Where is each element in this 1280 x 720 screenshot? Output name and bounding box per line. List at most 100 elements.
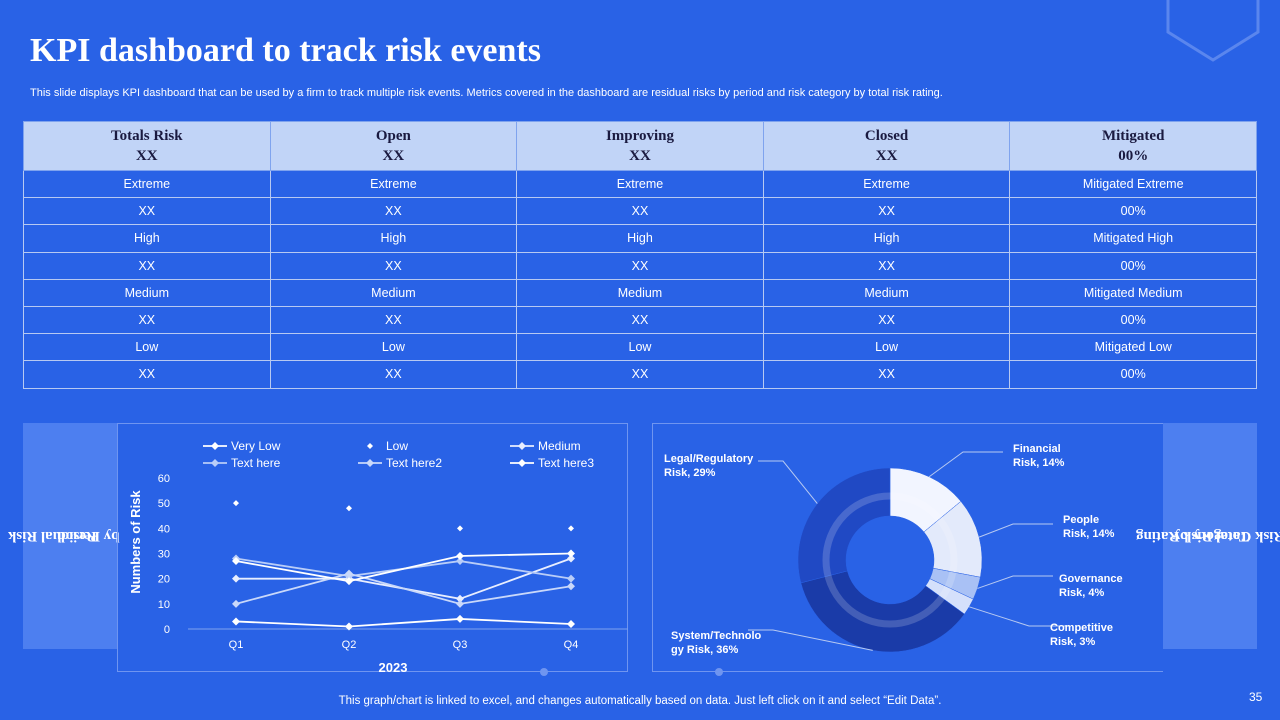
legend-label: Low — [386, 439, 408, 453]
data-point — [456, 594, 464, 603]
data-point — [568, 525, 574, 532]
footer-note: This graph/chart is linked to excel, and… — [338, 695, 942, 707]
data-point — [457, 525, 463, 532]
data-point — [456, 599, 464, 608]
donut-chart: Financial Risk, 14% People Risk, 14% Governa… — [664, 443, 1123, 656]
table-cell: Low — [269, 333, 518, 362]
series-line — [235, 618, 572, 628]
data-point — [233, 500, 239, 507]
table-row: XX XX XX XX 00% — [23, 360, 1257, 389]
table-cell: Low — [516, 333, 764, 362]
table-cell: XX — [516, 305, 764, 335]
data-point — [232, 574, 240, 583]
x-tick-label: Q1 — [229, 639, 244, 651]
y-axis-title: Numbers of Risk — [128, 490, 143, 594]
legend-marker — [518, 442, 526, 450]
y-tick-label: 30 — [158, 549, 170, 561]
data-point — [567, 574, 575, 583]
data-point — [567, 619, 575, 628]
page-subtitle: This slide displays KPI dashboard that c… — [30, 87, 943, 99]
table-cell: Medium — [762, 278, 1011, 307]
leader-line — [748, 629, 873, 651]
line-chart: 0 10 20 30 40 50 60 Q1 Q2 Q3 Q4 2023 Numbers of Risk… — [128, 439, 628, 675]
data-point — [345, 577, 353, 586]
series-line — [236, 557, 572, 600]
data-point — [567, 549, 575, 558]
line-chart-panel[interactable]: 0 10 20 30 40 50 60 Q1 Q2 Q3 Q4 2023 Numbers of Risk… — [117, 423, 628, 675]
data-point — [456, 552, 464, 561]
table-row: High High High High Mitigated High — [23, 224, 1257, 253]
table-cell: Mitigated Extreme — [1009, 169, 1257, 199]
data-point — [346, 505, 352, 512]
legend-label: Medium — [538, 439, 581, 453]
table-row: XX XX XX XX 00% — [23, 305, 1257, 335]
slice-label: Risk, 29% — [664, 467, 716, 479]
table-cell: Medium — [269, 278, 518, 307]
table-cell: XX — [516, 251, 764, 280]
risk-category-label: Risk Category by Total Risk Rating — [1136, 423, 1280, 649]
panel-handle-dot — [715, 668, 723, 676]
donut-slice — [797, 467, 891, 584]
table-row: Extreme Extreme Extreme Extreme Mitigate… — [23, 169, 1257, 199]
table-cell: XX — [269, 197, 518, 226]
legend-label: Text here3 — [538, 456, 594, 470]
legend-marker — [366, 459, 374, 467]
slice-label: Governance — [1059, 573, 1123, 585]
header-label: Open — [375, 128, 411, 144]
y-tick-label: 60 — [158, 473, 170, 485]
donut-chart-panel[interactable]: Financial Risk, 14% People Risk, 14% Governa… — [652, 423, 1163, 672]
series-line — [235, 572, 572, 605]
header-value: XX — [382, 148, 405, 164]
table-cell: Low — [23, 333, 271, 362]
kpi-table: Totals Risk XX Open XX Improving XX Closed X… — [23, 121, 1257, 389]
legend-marker — [367, 443, 373, 449]
leader-line — [758, 460, 818, 504]
table-cell: High — [269, 224, 518, 253]
table-cell: XX — [269, 360, 518, 389]
slice-label: People — [1063, 514, 1099, 526]
data-point — [456, 557, 464, 566]
table-cell: XX — [23, 251, 271, 280]
x-tick-label: Q4 — [564, 639, 579, 651]
y-tick-label: 10 — [158, 599, 170, 611]
header-value: XX — [875, 148, 898, 164]
data-point — [232, 557, 240, 566]
header-totals-risk: Totals Risk XX — [23, 121, 271, 171]
slice-label: Competitive — [1050, 622, 1113, 634]
table-cell: XX — [269, 305, 518, 335]
legend-marker — [211, 459, 219, 467]
y-tick-label: 0 — [164, 624, 170, 636]
table-cell: XX — [762, 305, 1011, 335]
data-point — [232, 617, 240, 626]
table-cell: XX — [762, 197, 1011, 226]
data-point — [567, 582, 575, 591]
kpi-header-row: Totals Risk XX Open XX Improving XX Closed X… — [23, 121, 1257, 171]
table-row: Low Low Low Low Mitigated Low — [23, 333, 1257, 362]
data-point — [232, 599, 240, 608]
x-tick-label: Q2 — [342, 639, 357, 651]
table-cell: Mitigated Low — [1009, 333, 1257, 362]
header-value: 00% — [1118, 148, 1149, 164]
header-open: Open XX — [269, 121, 518, 171]
y-tick-label: 40 — [158, 523, 170, 535]
donut-inner-ring — [822, 492, 958, 628]
page-number: 35 — [1249, 690, 1263, 704]
header-mitigated: Mitigated 00% — [1009, 121, 1257, 171]
table-cell: Extreme — [269, 169, 518, 199]
label-line: Total Risk Rating — [1135, 528, 1249, 544]
y-tick-label: 50 — [158, 498, 170, 510]
slice-label: Risk, 14% — [1063, 528, 1115, 540]
hexagon-decoration — [1166, 0, 1260, 62]
table-cell: Extreme — [23, 169, 271, 199]
table-cell: XX — [762, 251, 1011, 280]
page-title: KPI dashboard to track risk events — [30, 32, 541, 69]
table-cell: XX — [516, 360, 764, 389]
header-label: Improving — [605, 128, 675, 144]
table-row: XX XX XX XX 00% — [23, 197, 1257, 226]
table-cell: XX — [516, 197, 764, 226]
table-cell: Extreme — [516, 169, 764, 199]
header-closed: Closed XX — [762, 121, 1011, 171]
data-point — [567, 554, 575, 563]
header-improving: Improving XX — [516, 121, 764, 171]
leader-line — [969, 606, 1069, 627]
